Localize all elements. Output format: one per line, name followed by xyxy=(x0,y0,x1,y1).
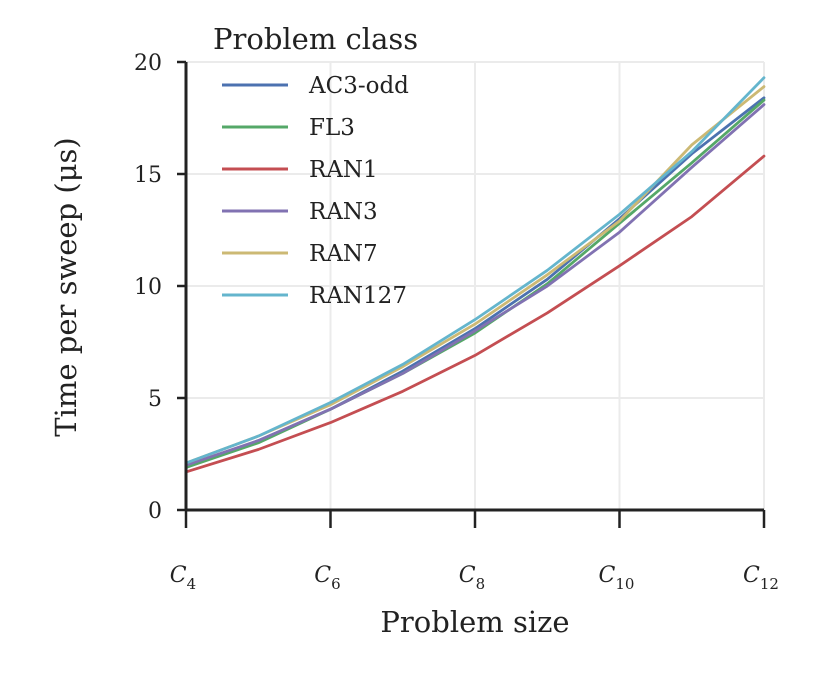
x-tick-label-subscript: 4 xyxy=(187,575,197,593)
series-line-ran1 xyxy=(184,154,766,474)
legend-item-fl3: FL3 xyxy=(222,115,355,141)
legend-label: RAN127 xyxy=(309,283,407,309)
series-lines xyxy=(184,76,766,474)
y-tick-label: 5 xyxy=(148,387,162,412)
series-line-ran127 xyxy=(184,76,766,465)
x-tick-label-base: C xyxy=(459,563,476,588)
legend-title: Problem class xyxy=(213,22,418,56)
legend-item-ran127: RAN127 xyxy=(222,283,407,309)
x-tick-label-base: C xyxy=(599,563,616,588)
y-tick-labels: 0 5 10 15 20 xyxy=(134,51,162,524)
x-tick-label: C4 xyxy=(170,563,196,593)
x-tick-label-base: C xyxy=(314,563,331,588)
x-axis-title: Problem size xyxy=(380,605,569,639)
x-tick-label-base: C xyxy=(743,563,760,588)
x-tick-label-subscript: 6 xyxy=(331,575,341,593)
x-tick-label-base: C xyxy=(170,563,187,588)
legend-item-ran7: RAN7 xyxy=(222,241,378,267)
legend: Problem class AC3-odd FL3 RAN1 RAN3 RAN7 RAN1… xyxy=(213,22,418,309)
legend-items: AC3-odd FL3 RAN1 RAN3 RAN7 RAN127 xyxy=(222,73,409,309)
legend-label: RAN3 xyxy=(309,199,378,225)
legend-label: RAN7 xyxy=(309,241,378,267)
x-tick-label: C6 xyxy=(314,563,340,593)
axes xyxy=(177,60,766,528)
x-tick-label-subscript: 10 xyxy=(615,575,634,593)
x-tick-label-subscript: 8 xyxy=(476,575,486,593)
x-tick-label: C10 xyxy=(599,563,635,593)
series-line-ran3 xyxy=(184,103,766,467)
legend-item-ran3: RAN3 xyxy=(222,199,378,225)
y-tick-label: 20 xyxy=(134,51,162,76)
legend-item-ran1: RAN1 xyxy=(222,157,378,183)
x-tick-label: C12 xyxy=(743,563,779,593)
x-tick-label: C8 xyxy=(459,563,485,593)
y-axis-title: Time per sweep (μs) xyxy=(49,137,83,436)
legend-label: FL3 xyxy=(309,115,355,141)
legend-item-ac3-odd: AC3-odd xyxy=(222,73,409,99)
x-tick-label-subscript: 12 xyxy=(760,575,779,593)
legend-label: RAN1 xyxy=(309,157,378,183)
y-tick-label: 15 xyxy=(134,163,162,188)
y-tick-label: 0 xyxy=(148,499,162,524)
y-tick-label: 10 xyxy=(134,275,162,300)
legend-label: AC3-odd xyxy=(308,73,409,99)
x-tick-labels: C4 C6 C8 C10 C12 xyxy=(170,563,779,593)
